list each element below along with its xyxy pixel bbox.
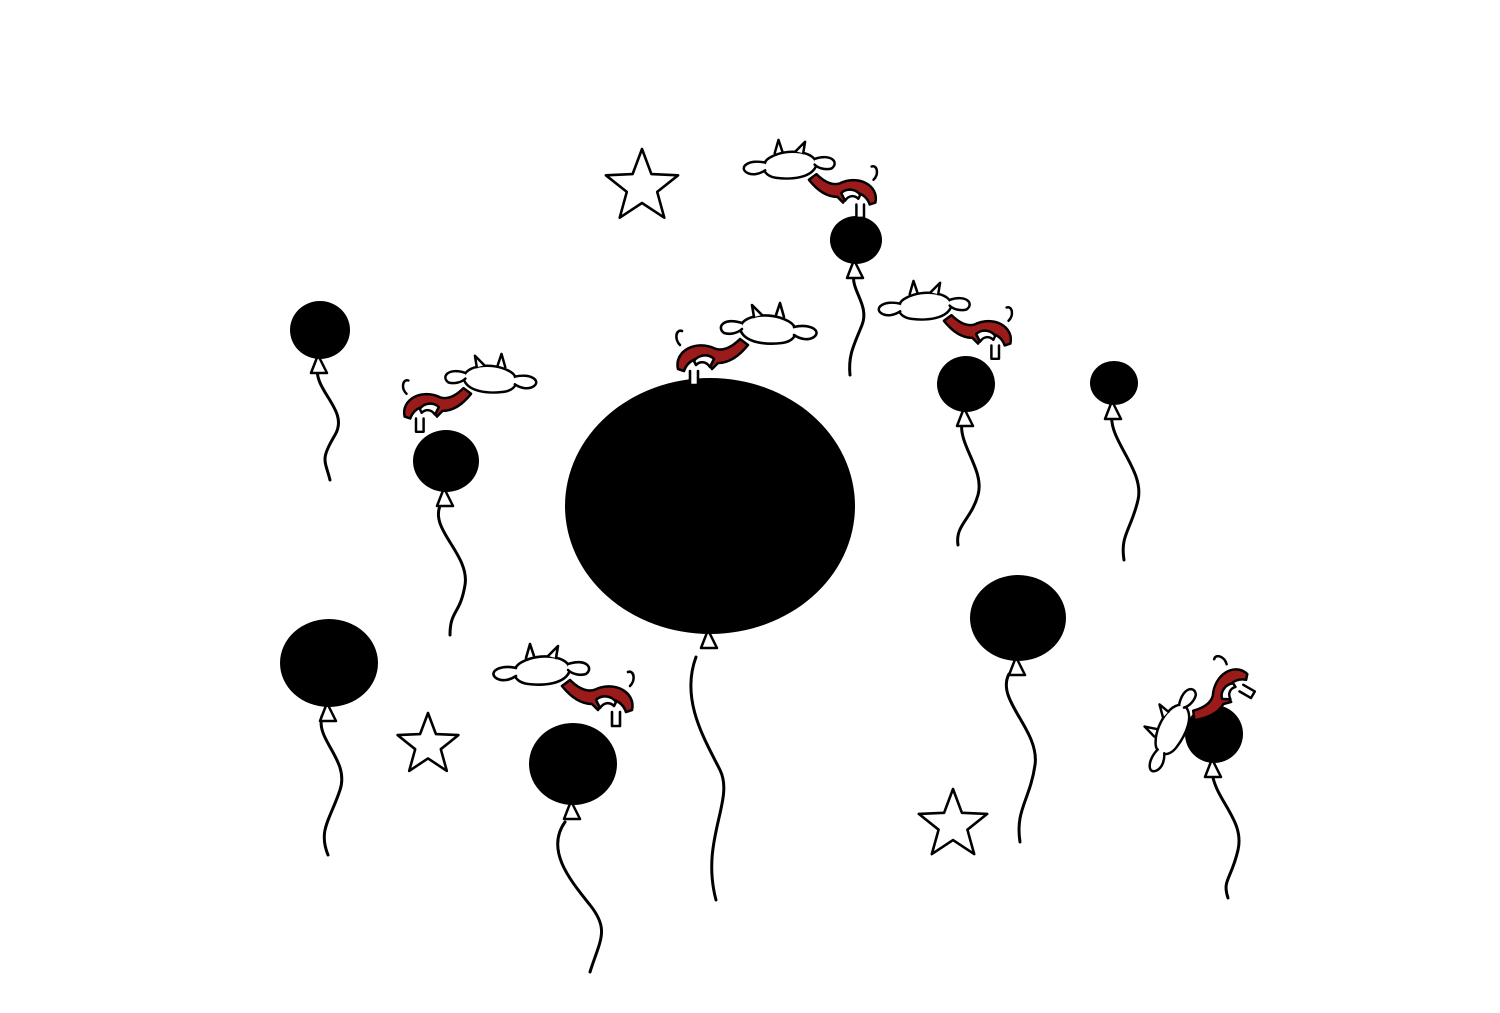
cow-ear-right xyxy=(792,324,818,341)
cow-patch xyxy=(594,695,618,710)
cow-body xyxy=(560,678,634,714)
cow-head xyxy=(513,655,572,686)
balloon-knot xyxy=(699,628,719,650)
balloon-knot xyxy=(1203,757,1223,779)
cow-ear-right xyxy=(877,301,902,317)
cow-tail xyxy=(626,670,635,688)
balloon-body xyxy=(290,301,350,359)
cow-ear-left xyxy=(1177,687,1198,709)
cow-head xyxy=(897,291,953,321)
cow-body xyxy=(676,337,750,373)
balloon-lower-middle-with-rider xyxy=(529,723,617,974)
balloon-body xyxy=(565,378,855,634)
balloon-left-bottom xyxy=(280,619,378,857)
cow-body xyxy=(807,172,877,206)
cow-tail xyxy=(1005,306,1014,323)
cow-ear-right xyxy=(513,374,538,390)
star-icon xyxy=(917,787,989,856)
cow-icon xyxy=(401,352,538,434)
cow-ear-left xyxy=(719,319,744,336)
balloon-body xyxy=(970,575,1066,661)
balloon-string xyxy=(556,820,604,974)
cow-horns xyxy=(908,279,942,296)
cow-ear-left xyxy=(813,155,836,171)
cow-tail xyxy=(870,165,879,182)
balloon-large-center xyxy=(565,378,855,902)
balloon-string xyxy=(1005,672,1037,844)
balloon-body xyxy=(413,430,479,492)
balloon-string xyxy=(1210,770,1241,900)
balloon-left-with-rider xyxy=(413,430,479,637)
cow-horns xyxy=(524,642,560,660)
cow-ear-right xyxy=(492,665,518,682)
cow-icon xyxy=(742,138,879,220)
cow-legs xyxy=(414,417,425,434)
balloon-string xyxy=(1110,412,1141,562)
balloon-top-right-with-rider xyxy=(830,216,882,377)
cow-tail xyxy=(401,379,410,396)
balloon-string xyxy=(315,364,340,482)
cow-patch xyxy=(1220,682,1237,701)
balloon-right-small xyxy=(1090,361,1141,562)
cow-horns xyxy=(473,352,507,369)
cow-icon xyxy=(675,301,818,387)
balloon-left-top xyxy=(290,301,350,482)
cow-legs xyxy=(990,344,1001,361)
cow-horns xyxy=(1143,703,1170,738)
balloon-body xyxy=(937,356,995,412)
balloon-knot xyxy=(309,353,329,375)
balloon-far-right-with-rider xyxy=(1185,705,1243,900)
balloon-right-lower xyxy=(970,575,1066,844)
cow-ear-left xyxy=(444,369,467,385)
balloon-body xyxy=(529,723,617,805)
balloon-body xyxy=(280,619,378,707)
balloon-knot xyxy=(1007,655,1027,677)
balloon-knot xyxy=(562,799,582,821)
cow-horns xyxy=(750,301,786,319)
cow-ear-left xyxy=(566,660,591,677)
balloon-string xyxy=(689,655,726,902)
cow-ear-left xyxy=(948,296,971,312)
cow-horns xyxy=(773,138,807,155)
cow-patch xyxy=(974,329,997,343)
cow-body xyxy=(403,386,473,420)
cow-tail xyxy=(675,329,684,347)
balloon-knot xyxy=(435,486,455,508)
cow-head xyxy=(462,364,518,394)
balloon-knot xyxy=(318,701,338,723)
cow-legs xyxy=(855,203,866,220)
cow-ear-right xyxy=(1148,748,1166,773)
cow-head xyxy=(738,314,797,345)
balloon-body xyxy=(1090,361,1138,405)
balloon-knot xyxy=(1103,399,1123,421)
star-icon xyxy=(604,147,680,219)
balloon-body xyxy=(830,216,882,264)
cow-patch xyxy=(839,188,862,202)
balloon-string xyxy=(436,504,467,637)
cow-ear-right xyxy=(742,160,767,176)
cow-head xyxy=(762,150,818,180)
cow-patch xyxy=(418,402,441,416)
cow-body xyxy=(942,313,1012,347)
cow-icon xyxy=(1143,654,1257,773)
cow-legs xyxy=(688,369,700,387)
cow-tail xyxy=(1212,654,1228,666)
cow-patch xyxy=(692,354,716,369)
star-icon xyxy=(396,711,460,773)
balloon-knot xyxy=(845,258,865,280)
cow-legs xyxy=(1238,683,1257,700)
balloon-string xyxy=(956,420,981,547)
cow-icon xyxy=(492,642,635,728)
cow-icon xyxy=(877,279,1014,361)
cow-legs xyxy=(610,710,622,728)
balloon-knot xyxy=(955,406,975,428)
balloon-string xyxy=(319,714,344,857)
balloon-right-with-rider xyxy=(937,356,995,547)
balloon-string xyxy=(848,271,866,377)
